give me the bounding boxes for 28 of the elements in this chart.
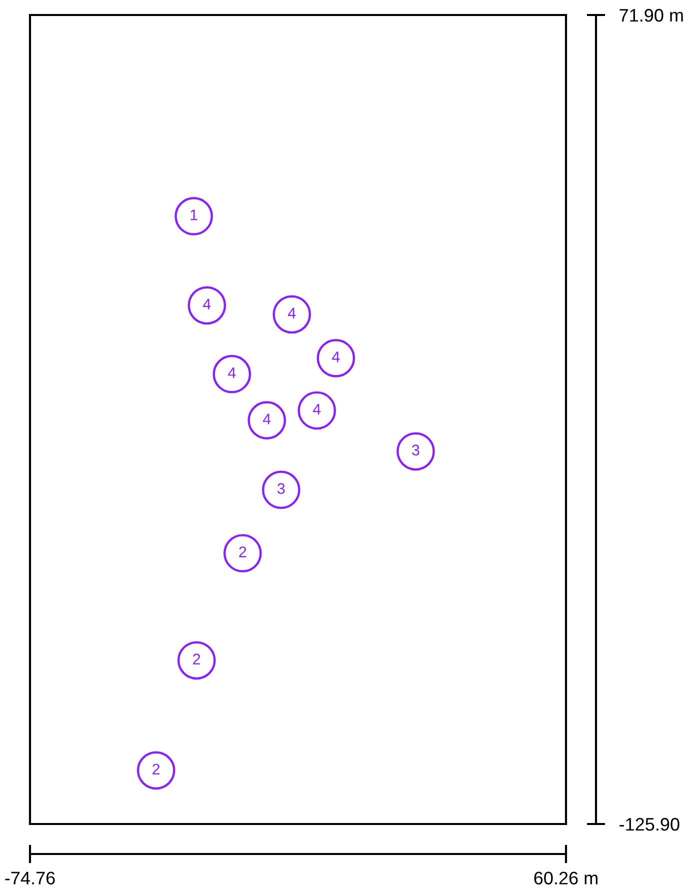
series-label: 4 bbox=[288, 308, 296, 318]
point bbox=[136, 751, 176, 790]
text: 4 bbox=[312, 404, 321, 414]
text: 3 bbox=[412, 444, 420, 456]
point bbox=[396, 432, 435, 471]
y-tick-label: 71.90 m bbox=[620, 8, 683, 22]
point bbox=[298, 391, 336, 430]
point bbox=[272, 295, 312, 334]
point bbox=[212, 354, 252, 394]
point bbox=[177, 641, 216, 680]
text: 2 bbox=[193, 654, 200, 664]
text: 4 bbox=[332, 352, 340, 362]
text: 2 bbox=[152, 764, 160, 774]
point bbox=[188, 286, 226, 325]
point bbox=[248, 401, 286, 440]
x-tick-label: 60.26 m bbox=[534, 872, 598, 884]
point bbox=[223, 534, 262, 572]
series-label: 3 bbox=[277, 483, 285, 494]
text: 4 bbox=[228, 368, 236, 378]
y-tick-label: -125.90 bbox=[620, 818, 680, 831]
series-label: 1 bbox=[190, 210, 198, 220]
x-tick-label: -74.76 bbox=[5, 872, 55, 884]
text: 4 bbox=[202, 298, 211, 310]
point bbox=[174, 197, 213, 236]
text: 4 bbox=[262, 414, 271, 424]
point bbox=[262, 470, 300, 510]
point bbox=[316, 338, 356, 378]
series-label: 2 bbox=[239, 546, 246, 558]
